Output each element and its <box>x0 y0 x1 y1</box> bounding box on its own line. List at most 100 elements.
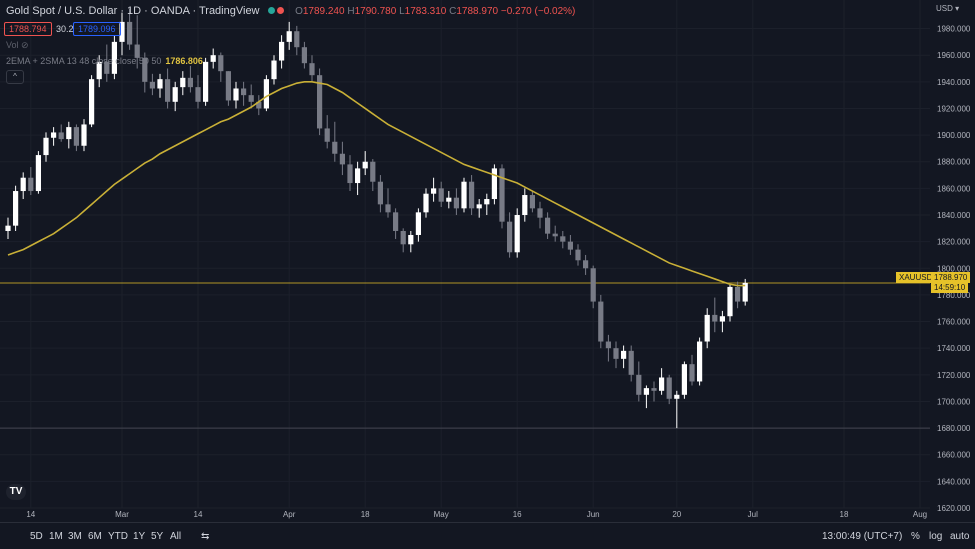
range-3m[interactable]: 3M <box>68 531 82 542</box>
candle-body <box>719 316 725 322</box>
tradingview-logo-icon[interactable]: TV <box>6 484 26 500</box>
market-open-icon <box>268 6 276 14</box>
range-6m[interactable]: 6M <box>88 531 102 542</box>
change-value: −0.270 (−0.02%) <box>500 6 576 17</box>
candle-body <box>552 233 558 237</box>
y-tick-label: 1940.000 <box>937 78 971 87</box>
candle-body <box>438 188 444 202</box>
y-tick-label: 1880.000 <box>937 158 971 167</box>
candle-body <box>393 212 399 231</box>
candle-body <box>134 44 140 58</box>
range-all[interactable]: All <box>170 531 182 542</box>
candle-body <box>332 141 338 154</box>
candle-body <box>408 234 414 245</box>
candle-body <box>263 79 269 109</box>
candle-body <box>697 341 703 382</box>
candle-body <box>484 199 490 205</box>
y-tick-label: 1800.000 <box>937 264 971 273</box>
candle-body <box>13 191 19 226</box>
y-tick-label: 1920.000 <box>937 104 971 113</box>
candle-body <box>628 350 634 375</box>
candle-body <box>491 168 497 200</box>
candle-body <box>286 31 292 42</box>
indicator-legend[interactable]: 2EMA + 2SMA 13 48 close close 50 50 1786.… <box>6 56 203 66</box>
collapse-legend-button[interactable]: ^ <box>6 70 24 84</box>
ohlc-values: O1789.240 H1790.780 L1783.310 C1788.970 … <box>295 6 575 17</box>
candle-body <box>248 95 254 102</box>
candle-body <box>225 71 231 101</box>
candle-body <box>499 168 505 222</box>
y-tick-label: 1980.000 <box>937 25 971 34</box>
candle-body <box>385 204 391 213</box>
candle-body <box>66 127 72 140</box>
y-tick-label: 1640.000 <box>937 477 971 486</box>
candle-body <box>58 132 64 140</box>
y-tick-label: 1680.000 <box>937 424 971 433</box>
candle-body <box>415 212 421 235</box>
range-5y[interactable]: 5Y <box>151 531 164 542</box>
volume-label: Vol <box>6 40 19 50</box>
candle-body <box>704 314 710 342</box>
candle-body <box>681 364 687 395</box>
eye-off-icon[interactable]: ⊘ <box>21 40 29 50</box>
candle-body <box>453 197 459 209</box>
range-5d[interactable]: 5D <box>30 531 43 542</box>
y-tick-label: 1900.000 <box>937 131 971 140</box>
y-tick-label: 1840.000 <box>937 211 971 220</box>
candle-body <box>165 79 171 102</box>
candle-body <box>157 79 163 89</box>
countdown-tag: 14:59:10 <box>931 282 969 293</box>
high-label: H <box>347 6 355 17</box>
currency-selector[interactable]: USD ▾ <box>936 4 960 13</box>
candle-body <box>279 41 285 61</box>
x-tick-label: 18 <box>840 510 849 519</box>
candle-body <box>309 63 315 76</box>
candle-body <box>423 193 429 213</box>
date-range-icon[interactable]: ⇆ <box>201 531 210 542</box>
candle-body <box>598 301 604 342</box>
status-dots <box>268 6 286 17</box>
x-tick-label: Jun <box>587 510 600 519</box>
bottom-toolbar: 5D 1M 3M 6M YTD 1Y 5Y All ⇆ 13:00:49 (UT… <box>0 522 975 549</box>
low-label: L <box>399 6 405 17</box>
auto-toggle[interactable]: auto <box>950 531 970 542</box>
candle-body <box>73 127 79 146</box>
candle-body <box>545 217 551 234</box>
x-tick-label: Apr <box>283 510 296 519</box>
sell-price[interactable]: 1788.794 <box>4 22 52 36</box>
x-tick-label: May <box>434 510 449 519</box>
candle-body <box>104 61 110 74</box>
candle-body <box>339 153 345 165</box>
candle-body <box>522 195 528 216</box>
candle-body <box>111 41 117 74</box>
candle-body <box>142 57 148 82</box>
x-tick-label: Mar <box>115 510 129 519</box>
clock[interactable]: 13:00:49 (UTC+7) <box>822 531 903 542</box>
candle-body <box>529 195 535 209</box>
open-value: 1789.240 <box>302 6 345 17</box>
y-tick-label: 1700.000 <box>937 397 971 406</box>
candle-body <box>446 197 452 202</box>
candle-body <box>575 249 581 261</box>
candle-body <box>659 377 665 391</box>
candle-body <box>127 21 133 45</box>
candle-body <box>605 341 611 349</box>
range-1y[interactable]: 1Y <box>133 531 146 542</box>
range-1m[interactable]: 1M <box>49 531 63 542</box>
candle-body <box>651 388 657 391</box>
buy-price[interactable]: 1789.096 <box>73 22 121 36</box>
range-ytd[interactable]: YTD <box>108 531 128 542</box>
candle-body <box>5 225 11 231</box>
volume-toggle[interactable]: Vol ⊘ <box>6 40 29 51</box>
close-label: C <box>449 6 457 17</box>
candle-body <box>301 47 307 64</box>
percent-toggle[interactable]: % <box>911 531 920 542</box>
candle-body <box>674 394 680 399</box>
symbol-title[interactable]: Gold Spot / U.S. Dollar · 1D · OANDA · T… <box>6 5 260 17</box>
log-toggle[interactable]: log <box>929 531 943 542</box>
candle-body <box>469 181 475 209</box>
candle-body <box>233 88 239 101</box>
candle-body <box>187 77 193 88</box>
